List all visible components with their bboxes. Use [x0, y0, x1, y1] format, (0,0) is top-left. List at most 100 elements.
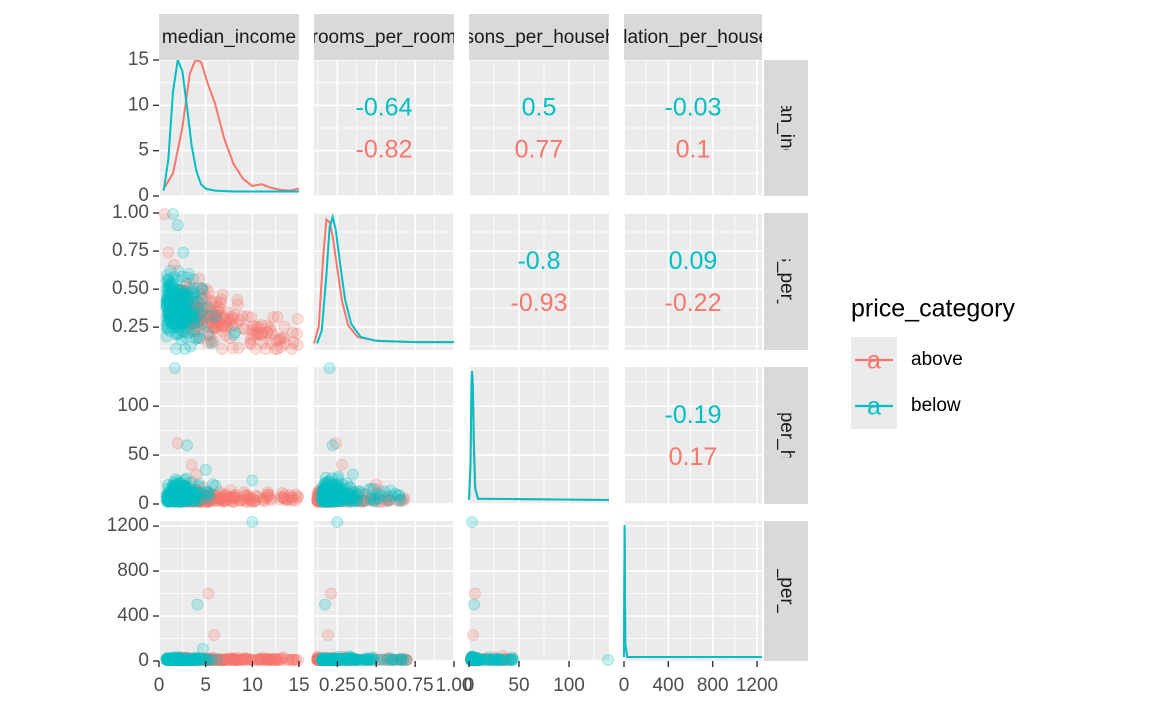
scatter-point-below: [169, 495, 182, 508]
scatter-point-below: [318, 480, 330, 493]
scatter-point-above: [320, 494, 333, 507]
scatter-point-outlier: [190, 468, 203, 481]
scatter-point-above: [187, 325, 200, 338]
scatter-point-above: [205, 495, 218, 508]
scatter-point-below: [167, 485, 180, 498]
scatter-point-above: [278, 320, 291, 333]
scatter-point-below: [326, 495, 339, 508]
scatter-point-above: [178, 316, 191, 328]
legend-entry-label: above: [911, 349, 963, 370]
scatter-point-above: [205, 313, 218, 326]
scatter-point-above: [174, 314, 187, 327]
scatter-point-below: [170, 490, 183, 503]
scatter-point-above: [190, 495, 203, 508]
scatter-point-below: [173, 308, 186, 321]
scatter-point-below: [318, 490, 331, 503]
scatter-point-below: [382, 490, 395, 503]
scatter-point-below: [178, 301, 191, 314]
scatter-point-below: [167, 483, 180, 495]
scatter-point-below: [164, 264, 177, 277]
scatter-point-below: [183, 325, 196, 338]
scatter-point-below: [169, 300, 182, 313]
scatter-point-below: [178, 484, 191, 497]
scatter-point-above: [183, 300, 196, 312]
scatter-point-above: [316, 493, 328, 506]
scatter-point-above: [194, 495, 207, 508]
scatter-point-above: [312, 489, 325, 502]
scatter-point-below: [325, 472, 338, 485]
scatter-point-below: [200, 486, 213, 499]
scatter-point-below: [163, 324, 176, 337]
scatter-point-above: [240, 495, 253, 508]
scatter-point-below: [170, 311, 183, 323]
scatter-point-below: [189, 490, 202, 503]
scatter-point-below: [164, 490, 177, 503]
scatter-point-below: [372, 487, 385, 500]
scatter-point-below: [340, 491, 353, 504]
scatter-point-below: [189, 311, 202, 324]
scatter-point-above: [250, 323, 263, 336]
scatter-point-below: [169, 308, 181, 321]
scatter-point-below: [179, 488, 192, 501]
scatter-point-above: [312, 485, 325, 498]
scatter-point-above: [315, 495, 328, 508]
scatter-point-above: [335, 492, 347, 505]
scatter-point-below: [172, 308, 185, 321]
scatter-point-above: [197, 292, 210, 305]
scatter-point-below: [332, 490, 345, 503]
scatter-point-below: [332, 477, 345, 490]
scatter-point-below: [192, 320, 205, 333]
scatter-point-below: [166, 483, 179, 496]
scatter-point-below: [201, 301, 214, 314]
scatter-point-above: [180, 492, 193, 505]
panel-rooms_per_room-rooms_per_room: [314, 212, 455, 350]
scatter-point-above: [180, 277, 193, 290]
scatter-point-above: [278, 332, 291, 344]
scatter-point-above: [174, 293, 187, 306]
scatter-point-above: [322, 496, 335, 508]
scatter-point-below: [169, 493, 182, 506]
scatter-point-above: [317, 489, 330, 502]
scatter-point-above: [200, 316, 213, 328]
scatter-point-above: [222, 306, 235, 319]
scatter-point-below: [172, 327, 185, 340]
scatter-point-above: [193, 308, 206, 321]
scatter-point-above: [326, 488, 339, 501]
scatter-point-above: [331, 494, 344, 507]
scatter-point-below: [343, 492, 356, 505]
scatter-point-below: [166, 317, 179, 330]
scatter-point-above: [188, 310, 201, 323]
scatter-point-above: [184, 307, 196, 320]
scatter-point-above: [291, 327, 304, 340]
scatter-point-below: [172, 481, 185, 494]
scatter-point-above: [331, 492, 344, 505]
scatter-point-below: [164, 495, 177, 508]
y-axis-tick-label: 1.00: [112, 202, 149, 223]
scatter-point-below: [171, 488, 184, 500]
scatter-point-above: [318, 492, 331, 505]
scatter-point-above: [320, 489, 333, 502]
scatter-point-below: [320, 495, 333, 508]
scatter-point-below: [316, 494, 329, 507]
scatter-point-above: [273, 493, 286, 506]
scatter-point-below: [324, 488, 336, 501]
scatter-point-above: [208, 322, 221, 335]
scatter-point-above: [336, 494, 349, 507]
scatter-point-above: [183, 477, 196, 490]
scatter-point-above: [314, 493, 327, 506]
scatter-point-above: [359, 494, 372, 507]
scatter-point-above: [247, 320, 260, 332]
scatter-point-above: [189, 492, 202, 505]
scatter-point-above: [340, 491, 353, 504]
scatter-point-below: [165, 311, 178, 324]
scatter-point-below: [163, 494, 176, 507]
scatter-point-above: [193, 306, 206, 319]
scatter-point-below: [162, 492, 175, 505]
scatter-point-above: [181, 305, 194, 318]
scatter-point-below: [162, 307, 175, 320]
scatter-point-below: [202, 326, 215, 339]
scatter-point-above: [201, 495, 214, 508]
correlation-label-above: -0.82: [356, 136, 413, 164]
scatter-point-above: [190, 484, 203, 497]
